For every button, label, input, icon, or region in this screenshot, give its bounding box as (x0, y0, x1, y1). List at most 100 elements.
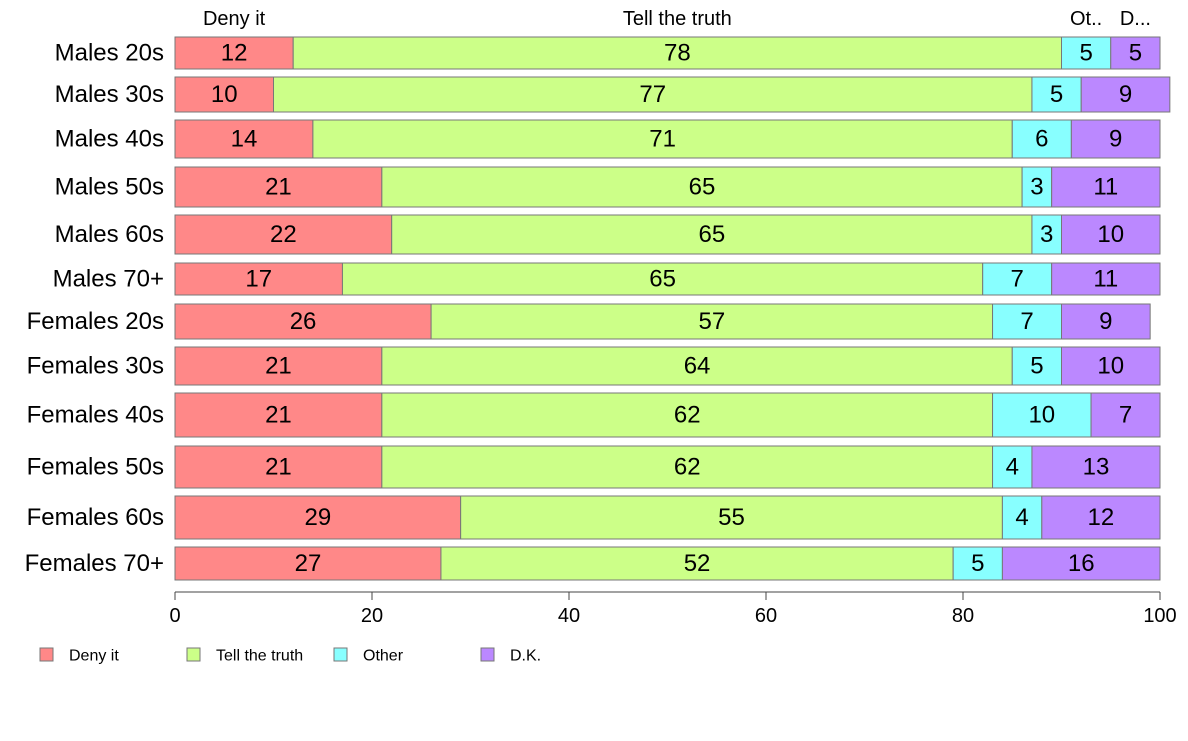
data-label: 12 (1088, 504, 1115, 531)
data-label: 62 (674, 454, 701, 481)
data-label: 78 (664, 40, 691, 67)
bar-other-males-70 (982, 262, 1053, 296)
category-label: Females 60s (27, 504, 164, 531)
data-label: 6 (1035, 126, 1048, 153)
data-label: 11 (1093, 174, 1118, 201)
x-tick-label: 40 (558, 605, 580, 627)
x-tick-label: 80 (952, 605, 974, 627)
data-label: 71 (649, 126, 676, 153)
data-label: 9 (1119, 81, 1132, 108)
bar-deny-it-females-30s (174, 346, 383, 386)
top-label: D... (1120, 8, 1151, 30)
data-label: 65 (649, 266, 676, 293)
data-label: 4 (1006, 454, 1019, 481)
category-label: Females 30s (27, 353, 164, 380)
bar-tell-the-truth-males-20s (292, 36, 1062, 70)
bar-tell-the-truth-females-50s (381, 445, 994, 489)
bar-d-k-males-20s (1110, 36, 1161, 70)
category-label: Females 20s (27, 308, 164, 335)
data-label: 10 (1097, 221, 1124, 248)
top-label: Deny it (203, 8, 266, 30)
bar-other-females-40s (992, 392, 1092, 438)
legend-swatch-deny-it (39, 647, 54, 662)
data-label: 21 (265, 353, 292, 380)
category-label: Females 40s (27, 402, 164, 429)
data-label: 21 (265, 174, 292, 201)
data-label: 21 (265, 454, 292, 481)
data-label: 9 (1109, 126, 1122, 153)
legend-label: Deny it (69, 648, 119, 665)
bar-d-k-males-30s (1080, 76, 1171, 113)
bar-tell-the-truth-males-50s (381, 166, 1023, 208)
bar-d-k-males-70 (1051, 262, 1161, 296)
legend-label: Other (363, 648, 404, 665)
data-label: 4 (1015, 504, 1028, 531)
category-label: Males 30s (55, 81, 164, 108)
data-label: 29 (304, 504, 331, 531)
legend-label: D.K. (510, 648, 541, 665)
bar-d-k-males-40s (1070, 119, 1161, 159)
data-label: 11 (1093, 266, 1118, 293)
data-label: 10 (211, 81, 238, 108)
x-tick-label: 0 (169, 605, 180, 627)
data-label: 3 (1040, 221, 1053, 248)
data-label: 77 (639, 81, 666, 108)
bar-other-females-20s (992, 303, 1062, 340)
category-label: Males 50s (55, 174, 164, 201)
bar-tell-the-truth-females-40s (381, 392, 994, 438)
bar-other-males-20s (1061, 36, 1112, 70)
data-label: 7 (1010, 266, 1023, 293)
data-label: 52 (684, 550, 711, 577)
legend-swatch-other (333, 647, 348, 662)
category-label: Males 70+ (53, 266, 164, 293)
bar-d-k-females-70 (1001, 546, 1161, 581)
x-tick-label: 60 (755, 605, 777, 627)
data-label: 10 (1097, 353, 1124, 380)
bar-other-females-60s (1001, 495, 1043, 540)
legend-label: Tell the truth (216, 648, 303, 665)
data-label: 5 (1079, 40, 1092, 67)
data-label: 3 (1030, 174, 1043, 201)
data-label: 65 (698, 221, 725, 248)
data-label: 5 (1030, 353, 1043, 380)
bar-d-k-females-30s (1061, 346, 1161, 386)
bar-deny-it-females-60s (174, 495, 462, 540)
bar-other-females-30s (1011, 346, 1062, 386)
data-label: 57 (698, 308, 725, 335)
data-label: 26 (290, 308, 317, 335)
category-label: Females 70+ (25, 550, 164, 577)
data-label: 12 (221, 40, 248, 67)
bar-tell-the-truth-females-60s (460, 495, 1003, 540)
data-label: 10 (1028, 402, 1055, 429)
bar-tell-the-truth-males-70 (341, 262, 984, 296)
x-tick-label: 100 (1143, 605, 1176, 627)
data-label: 55 (718, 504, 745, 531)
bar-deny-it-males-40s (174, 119, 314, 159)
data-label: 5 (971, 550, 984, 577)
data-label: 64 (684, 353, 711, 380)
top-label: Tell the truth (623, 8, 732, 30)
category-label: Females 50s (27, 454, 164, 481)
data-label: 21 (265, 402, 292, 429)
bar-other-females-70 (952, 546, 1003, 581)
category-label: Males 60s (55, 221, 164, 248)
bar-deny-it-females-50s (174, 445, 383, 489)
data-label: 7 (1020, 308, 1033, 335)
data-label: 13 (1083, 454, 1110, 481)
bar-deny-it-males-60s (174, 214, 393, 255)
category-label: Males 20s (55, 40, 164, 67)
bar-d-k-females-20s (1061, 303, 1151, 340)
data-label: 65 (689, 174, 716, 201)
data-label: 9 (1099, 308, 1112, 335)
bar-deny-it-males-20s (174, 36, 294, 70)
bar-tell-the-truth-males-40s (312, 119, 1013, 159)
bar-tell-the-truth-females-70 (440, 546, 954, 581)
data-label: 14 (231, 126, 258, 153)
data-label: 22 (270, 221, 297, 248)
bar-other-males-60s (1031, 214, 1062, 255)
bar-other-males-30s (1031, 76, 1082, 113)
legend-swatch-d-k (480, 647, 495, 662)
bar-tell-the-truth-males-30s (273, 76, 1033, 113)
bar-deny-it-males-70 (174, 262, 343, 296)
